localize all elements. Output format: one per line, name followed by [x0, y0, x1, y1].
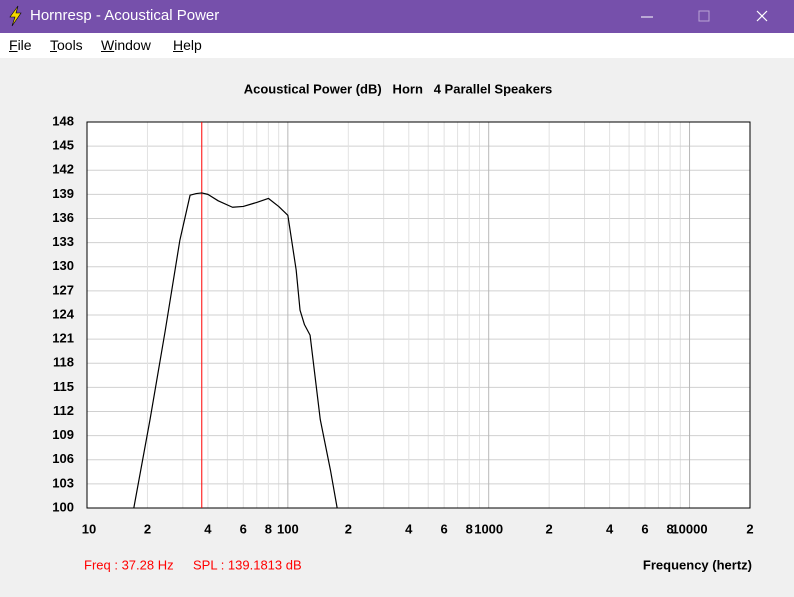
cursor-freq: Freq : 37.28 Hz	[84, 557, 174, 572]
x-tick-label: 1000	[474, 521, 503, 536]
y-tick-label: 127	[52, 282, 74, 297]
x-tick-label: 4	[405, 521, 413, 536]
data-line	[133, 192, 338, 509]
x-tick-label: 2	[746, 521, 753, 536]
y-tick-label: 100	[52, 499, 74, 514]
menu-item[interactable]: File	[9, 37, 32, 53]
menu-item[interactable]: Window	[101, 37, 151, 53]
x-tick-label: 6	[641, 521, 648, 536]
x-tick-label: 6	[441, 521, 448, 536]
y-tick-label: 121	[52, 331, 74, 346]
x-tick-label: 8	[666, 521, 673, 536]
y-tick-label: 118	[53, 355, 74, 370]
y-tick-label: 112	[53, 403, 74, 418]
window-title: Hornresp - Acoustical Power	[30, 7, 220, 24]
menu-item[interactable]: Tools	[50, 37, 83, 53]
x-tick-label: 10	[82, 521, 96, 536]
y-tick-label: 103	[52, 475, 74, 490]
plot-area	[87, 122, 750, 508]
window-controls	[641, 10, 768, 22]
menu-item[interactable]: Help	[173, 37, 202, 53]
y-tick-label: 109	[52, 427, 74, 442]
close[interactable]	[756, 10, 768, 22]
x-tick-label: 4	[606, 521, 614, 536]
x-axis-label: Frequency (hertz)	[643, 557, 752, 572]
y-tick-label: 124	[52, 306, 74, 321]
app-icon	[9, 5, 22, 27]
title-bar: Hornresp - Acoustical Power	[0, 0, 794, 33]
y-tick-label: 142	[52, 162, 74, 177]
x-tick-label: 2	[546, 521, 553, 536]
y-tick-label: 133	[52, 234, 74, 249]
x-tick-label: 2	[144, 521, 151, 536]
x-tick-label: 4	[204, 521, 212, 536]
plot-frame	[86, 121, 751, 509]
x-tick-label: 2	[345, 521, 352, 536]
y-tick-label: 145	[52, 138, 74, 153]
x-tick-label: 8	[265, 521, 272, 536]
y-tick-label: 115	[53, 379, 74, 394]
x-tick-label: 6	[240, 521, 247, 536]
x-tick-label: 100	[277, 521, 299, 536]
maximize[interactable]	[698, 10, 710, 22]
y-tick-label: 148	[52, 113, 74, 128]
cursor-spl: SPL : 139.1813 dB	[193, 557, 302, 572]
x-tick-label: 8	[466, 521, 473, 536]
chart: Acoustical Power (dB) Horn 4 Parallel Sp…	[52, 81, 753, 572]
x-tick-label: 10000	[671, 521, 707, 536]
y-tick-label: 106	[52, 451, 74, 466]
chart-title: Acoustical Power (dB) Horn 4 Parallel Sp…	[244, 81, 553, 96]
y-tick-label: 130	[52, 258, 74, 273]
y-tick-label: 139	[52, 186, 74, 201]
menu-bar: File Tools Window Help	[0, 33, 794, 58]
y-tick-label: 136	[52, 210, 74, 225]
